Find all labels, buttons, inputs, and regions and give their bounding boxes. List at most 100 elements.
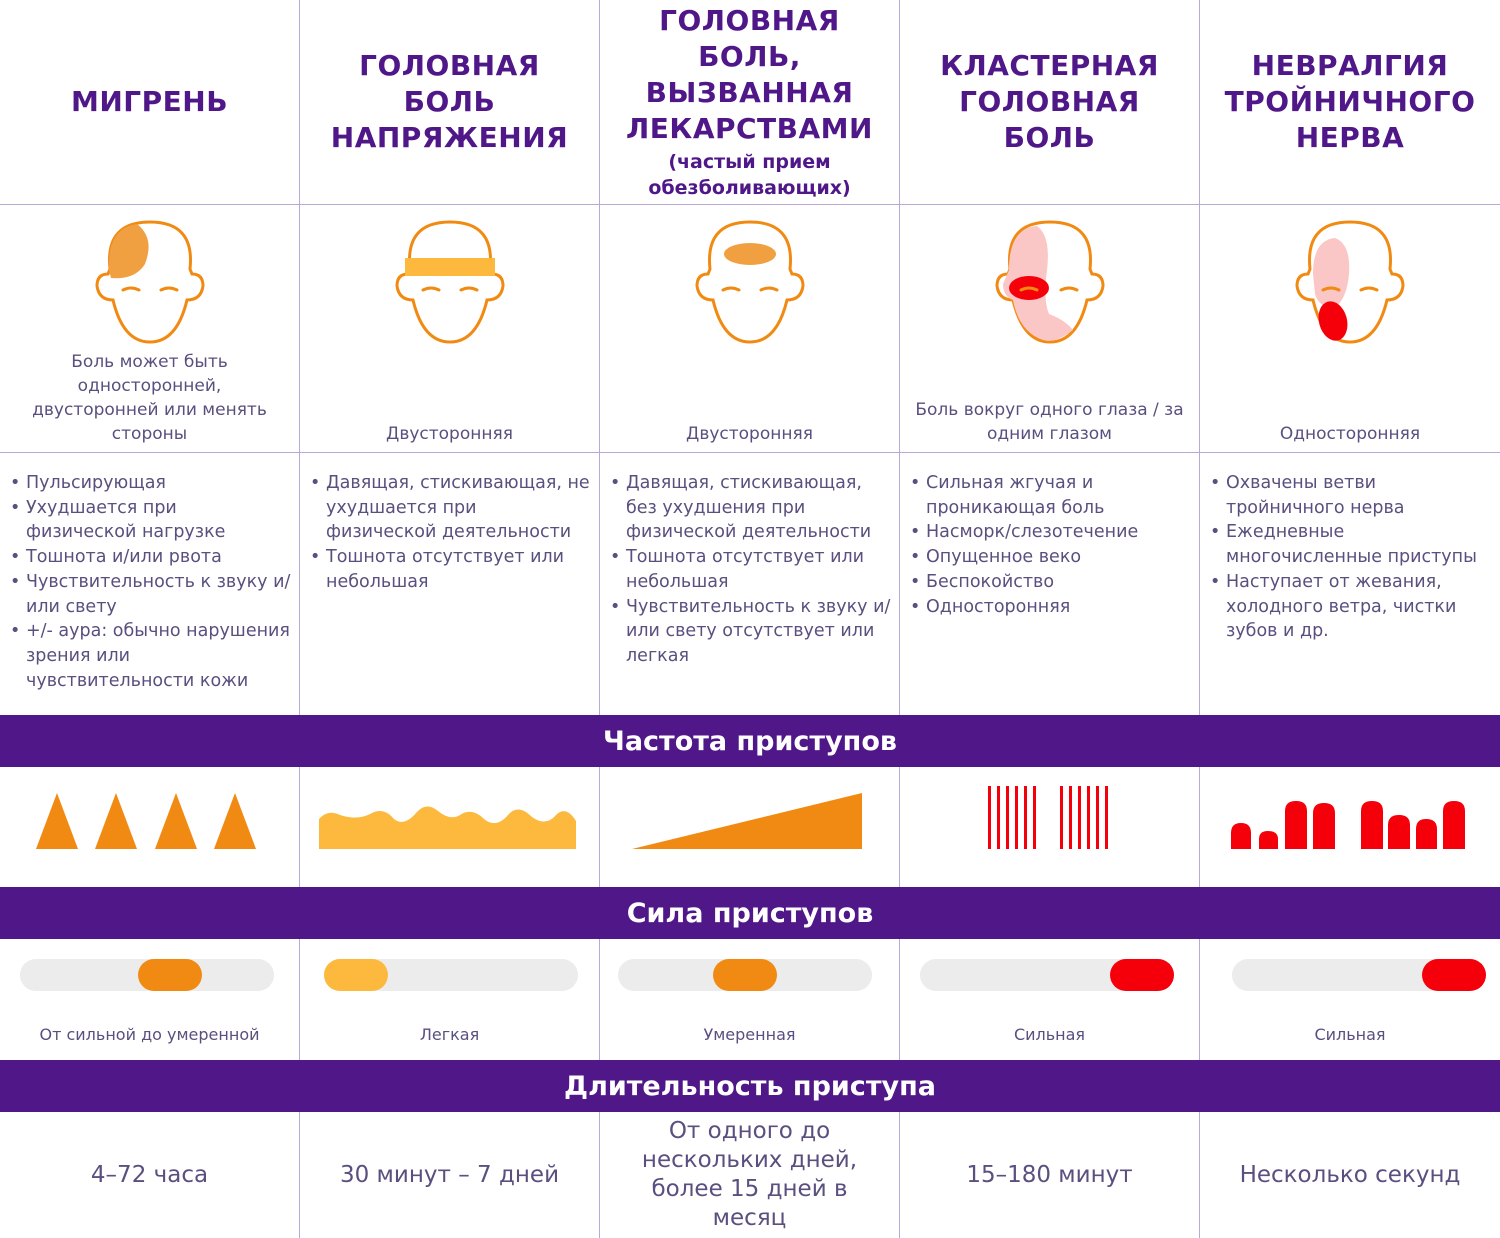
symptom-item: Чувствительность к звуку и/или свету [10,570,291,619]
pain-location-text: Двусторонняя [386,424,513,444]
symptom-item: +/- аура: обычно нарушения зрения или чу… [10,619,291,693]
strength-cell-migraine: От сильной до умеренной [0,939,300,1060]
symptom-item: Тошнота и/или рвота [10,545,291,570]
strength-cell-tension: Легкая [300,939,600,1060]
section-header-strength: Сила приступов [0,887,1500,939]
strength-indicator [1110,959,1174,991]
ramp-pattern-icon [632,793,862,849]
head-trigeminal-icon [1295,220,1405,344]
strength-cell-cluster: Сильная [900,939,1200,1060]
symptom-item: Давящая, стискивающая, не ухудшается при… [310,471,591,545]
column-subtitle: (частый прием обезболивающих) [648,151,851,199]
head-cell-medication: Двусторонняя [600,204,900,452]
strength-label: Умеренная [703,1025,796,1044]
head-cell-migraine: Боль может быть односторонней, двусторон… [0,204,300,452]
lines-pattern-icon [988,786,1108,849]
frequency-cell-medication [600,767,900,887]
strength-indicator [137,959,202,991]
strength-row: От сильной до умеренной Легкая Умеренная… [0,939,1500,1060]
duration-cell-tension: 30 минут – 7 дней [300,1112,600,1238]
strength-track [20,959,274,991]
strength-track [1232,959,1486,991]
section-header-duration: Длительность приступа [0,1060,1500,1112]
triangles-pattern-icon [36,793,256,849]
head-cell-trigeminal: Односторонняя [1200,204,1500,452]
head-cell-cluster: Боль вокруг одного глаза / за одним глаз… [900,204,1200,452]
column-title: НЕВРАЛГИЯ ТРОЙНИЧНОГО НЕРВА [1224,49,1476,154]
symptom-list: Давящая, стискивающая, без ухудшения при… [600,453,899,669]
column-title: ГОЛОВНАЯ БОЛЬ, ВЫЗВАННАЯ ЛЕКАРСТВАМИ [626,4,873,145]
frequency-cell-cluster [900,767,1200,887]
title-cell-trigeminal: НЕВРАЛГИЯ ТРОЙНИЧНОГО НЕРВА [1200,0,1500,204]
duration-text: 30 минут – 7 дней [339,1161,560,1188]
frequency-row [0,767,1500,887]
divider [0,452,1500,453]
strength-cell-trigeminal: Сильная [1200,939,1500,1060]
symptom-item: Сильная жгучая и проникающая боль [910,471,1191,520]
strength-indicator [1422,959,1486,991]
duration-cell-cluster: 15–180 минут [900,1112,1200,1238]
column-title: ГОЛОВНАЯ БОЛЬ НАПРЯЖЕНИЯ [330,49,569,154]
symptom-item: Тошнота отсутствует или небольшая [610,545,891,594]
title-cell-medication: ГОЛОВНАЯ БОЛЬ, ВЫЗВАННАЯ ЛЕКАРСТВАМИ (ча… [600,0,900,204]
wave-pattern-icon [319,806,576,849]
head-migraine-icon [95,220,205,344]
symptom-item: Тошнота отсутствует или небольшая [310,545,591,594]
strength-label: От сильной до умеренной [39,1025,260,1044]
duration-row: 4–72 часа 30 минут – 7 дней От одного до… [0,1112,1500,1238]
symptom-item: Опущенное веко [910,545,1191,570]
title-cell-tension: ГОЛОВНАЯ БОЛЬ НАПРЯЖЕНИЯ [300,0,600,204]
strength-track [618,959,872,991]
duration-text: От одного до нескольких дней, более 15 д… [641,1118,858,1231]
strength-label: Легкая [419,1025,480,1044]
symptom-list: Охвачены ветви тройничного нерва Ежеднев… [1200,453,1500,644]
title-cell-cluster: КЛАСТЕРНАЯ ГОЛОВНАЯ БОЛЬ [900,0,1200,204]
symptom-item: Пульсирующая [10,471,291,496]
symptom-list: Пульсирующая Ухудшается при физической н… [0,453,299,693]
frequency-cell-tension [300,767,600,887]
head-cell-tension: Двусторонняя [300,204,600,452]
pain-location-text: Односторонняя [1279,424,1421,444]
pain-location-text: Боль вокруг одного глаза / за одним глаз… [915,400,1184,444]
head-medication-icon [695,220,805,344]
frequency-cell-migraine [0,767,300,887]
head-tension-icon [395,220,505,344]
symptoms-cell-migraine: Пульсирующая Ухудшается при физической н… [0,453,300,715]
duration-cell-migraine: 4–72 часа [0,1112,300,1238]
strength-indicator [713,959,777,991]
strength-track [324,959,578,991]
symptoms-cell-tension: Давящая, стискивающая, не ухудшается при… [300,453,600,715]
symptom-item: Охвачены ветви тройничного нерва [1210,471,1492,520]
divider [0,204,1500,205]
duration-cell-medication: От одного до нескольких дней, более 15 д… [600,1112,900,1238]
section-header-frequency: Частота приступов [0,715,1500,767]
title-cell-migraine: МИГРЕНЬ [0,0,300,204]
pain-location-text: Двусторонняя [686,424,813,444]
symptom-item: Чувствительность к звуку и/или свету отс… [610,595,891,669]
strength-label: Сильная [1013,1025,1086,1044]
strength-track [920,959,1174,991]
bars-pattern-icon [1231,801,1465,849]
duration-text: Несколько секунд [1239,1161,1461,1188]
titles-row: МИГРЕНЬ ГОЛОВНАЯ БОЛЬ НАПРЯЖЕНИЯ ГОЛОВНА… [0,0,1500,204]
strength-cell-medication: Умеренная [600,939,900,1060]
symptom-item: Ежедневные многочисленные приступы [1210,520,1492,569]
symptoms-cell-medication: Давящая, стискивающая, без ухудшения при… [600,453,900,715]
symptom-item: Ухудшается при физической нагрузке [10,496,291,545]
symptom-item: Насморк/слезотечение [910,520,1191,545]
duration-text: 4–72 часа [90,1161,209,1188]
strength-indicator [324,959,388,991]
duration-cell-trigeminal: Несколько секунд [1200,1112,1500,1238]
column-title: МИГРЕНЬ [70,85,229,118]
symptom-item: Односторонняя [910,595,1191,620]
pain-location-text: Боль может быть односторонней, двусторон… [32,352,267,444]
symptom-item: Давящая, стискивающая, без ухудшения при… [610,471,891,545]
head-cluster-icon [995,220,1105,344]
symptom-item: Беспокойство [910,570,1191,595]
heads-row: Боль может быть односторонней, двусторон… [0,204,1500,452]
symptom-list: Давящая, стискивающая, не ухудшается при… [300,453,599,595]
symptoms-cell-cluster: Сильная жгучая и проникающая боль Насмор… [900,453,1200,715]
symptoms-cell-trigeminal: Охвачены ветви тройничного нерва Ежеднев… [1200,453,1500,715]
symptom-item: Наступает от жевания, холодного ветра, ч… [1210,570,1492,644]
duration-text: 15–180 минут [966,1161,1133,1188]
